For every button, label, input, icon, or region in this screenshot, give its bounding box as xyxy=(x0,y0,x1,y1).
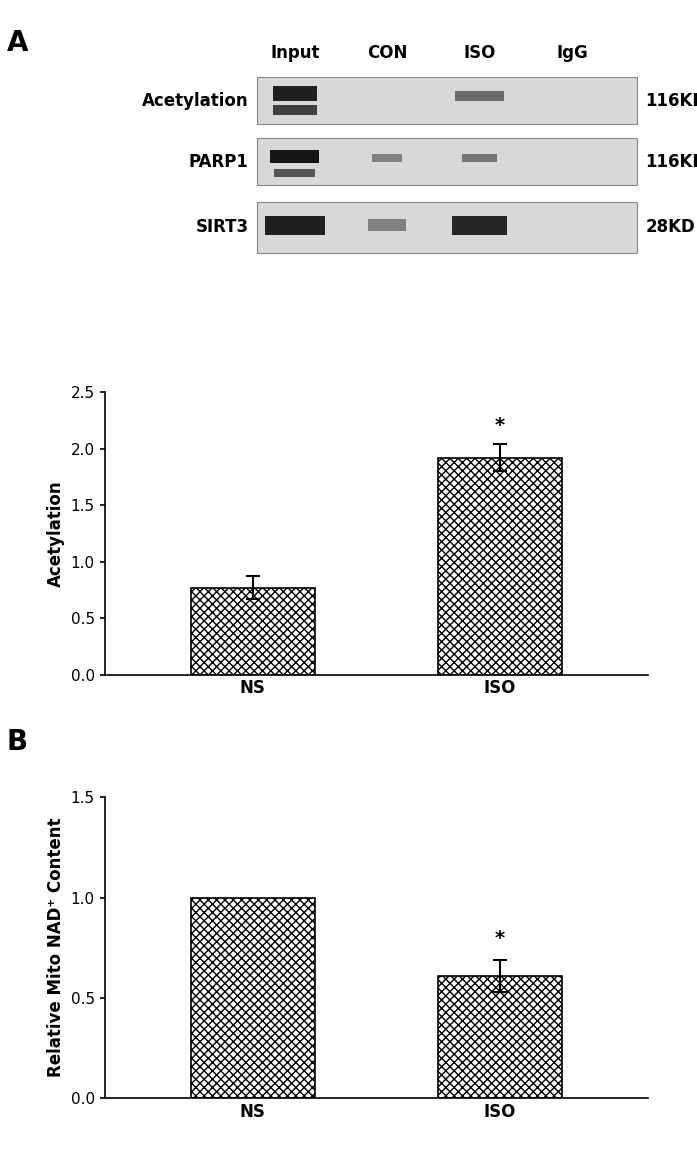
Bar xyxy=(455,90,504,101)
Bar xyxy=(265,216,325,235)
Bar xyxy=(372,154,402,162)
Text: B: B xyxy=(7,728,28,756)
Bar xyxy=(438,976,562,1098)
Text: 116KD: 116KD xyxy=(645,91,697,110)
Bar xyxy=(273,105,316,114)
Text: Input: Input xyxy=(270,44,320,62)
Bar xyxy=(368,220,406,231)
Text: CON: CON xyxy=(367,44,408,62)
Bar xyxy=(462,154,498,162)
Bar xyxy=(275,169,315,178)
Text: 28KD: 28KD xyxy=(645,218,695,237)
Bar xyxy=(270,150,319,163)
Bar xyxy=(191,897,314,1098)
Bar xyxy=(452,216,507,235)
Bar xyxy=(438,458,562,675)
Y-axis label: Acetylation: Acetylation xyxy=(47,480,65,587)
Text: 116KD: 116KD xyxy=(645,153,697,171)
Text: *: * xyxy=(495,416,505,436)
Text: ISO: ISO xyxy=(464,44,496,62)
Text: A: A xyxy=(7,29,29,57)
Text: IgG: IgG xyxy=(556,44,588,62)
Bar xyxy=(256,201,637,253)
Bar xyxy=(191,587,314,675)
Text: SIRT3: SIRT3 xyxy=(195,218,249,237)
Bar xyxy=(256,77,637,124)
Y-axis label: Relative Mito NAD⁺ Content: Relative Mito NAD⁺ Content xyxy=(47,818,65,1077)
Text: PARP1: PARP1 xyxy=(189,153,249,171)
Bar xyxy=(273,87,316,101)
Text: *: * xyxy=(495,928,505,948)
Text: Acetylation: Acetylation xyxy=(142,91,249,110)
Bar xyxy=(256,138,637,185)
